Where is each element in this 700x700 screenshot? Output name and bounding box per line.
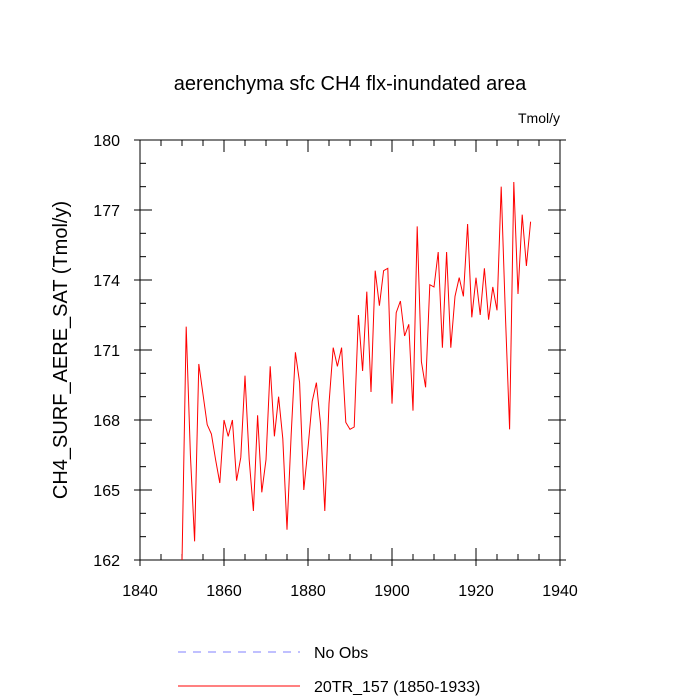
x-tick-label: 1840 bbox=[122, 583, 158, 600]
units-label: Tmol/y bbox=[518, 110, 560, 126]
x-tick-label: 1860 bbox=[206, 583, 242, 600]
legend-label: 20TR_157 (1850-1933) bbox=[314, 679, 480, 696]
series-line bbox=[181, 181, 532, 560]
y-tick-label: 171 bbox=[93, 343, 120, 360]
data-series bbox=[181, 181, 532, 560]
y-tick-label: 180 bbox=[93, 133, 120, 150]
y-tick-label: 162 bbox=[93, 553, 120, 570]
legend-label: No Obs bbox=[314, 645, 368, 662]
axis-tick-labels: 1840 1860 1880 1900 1920 1940 162 165 168 171 174 1… bbox=[93, 133, 578, 600]
plot-frame bbox=[139, 139, 561, 561]
y-tick-label: 165 bbox=[93, 483, 120, 500]
x-tick-label: 1880 bbox=[290, 583, 326, 600]
y-tick-label: 177 bbox=[93, 203, 120, 220]
x-tick-label: 1900 bbox=[374, 583, 410, 600]
y-tick-label: 174 bbox=[93, 273, 120, 290]
y-tick-label: 168 bbox=[93, 413, 120, 430]
legend: No Obs 20TR_157 (1850-1933) bbox=[178, 645, 480, 696]
x-tick-label: 1920 bbox=[458, 583, 494, 600]
axis-ticks bbox=[134, 139, 566, 566]
x-tick-label: 1940 bbox=[542, 583, 578, 600]
y-axis-label: CH4_SURF_AERE_SAT (Tmol/y) bbox=[50, 201, 72, 499]
chart-title: aerenchyma sfc CH4 flx-inundated area bbox=[174, 73, 527, 95]
